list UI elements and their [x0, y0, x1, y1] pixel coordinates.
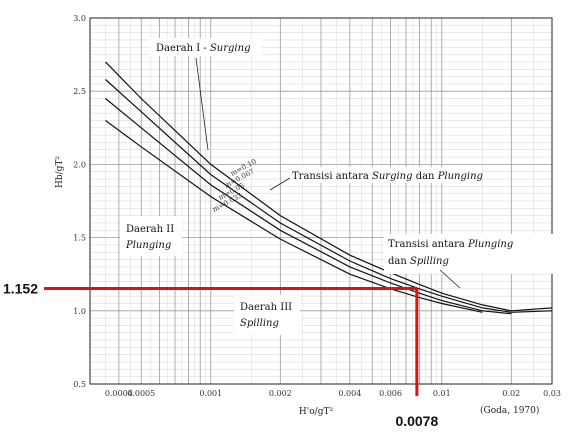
y-tick-label: 1.5	[73, 234, 86, 243]
region-1-label: Daerah I - Surging	[150, 38, 262, 56]
leader-line-region-1	[195, 57, 209, 151]
y-tick-label: 2.5	[73, 87, 86, 96]
x-tick-label: 0.03	[543, 389, 561, 398]
series-line-4	[105, 120, 483, 313]
x-axis-label: H'o/gT²	[299, 407, 334, 417]
x-tick-label: 0.0004	[105, 389, 133, 398]
y-tick-label: 0.5	[73, 380, 86, 389]
grid	[89, 17, 553, 385]
x-tick-label: 0.002	[269, 389, 292, 398]
transition-1-mid: dan	[413, 171, 438, 182]
series-line-2	[105, 79, 553, 313]
leader-line-transition-2	[439, 269, 461, 289]
y-tick-label: 2.0	[73, 160, 86, 169]
plot-frame	[89, 17, 553, 385]
y-tick-label: 1.0	[73, 307, 86, 316]
svg-text:Transisi antara Plunging: Transisi antara Plunging	[388, 239, 513, 250]
x-tick-label: 0.01	[433, 389, 451, 398]
reading-y-value: 1.152	[3, 281, 38, 297]
region-2-name-italic: Plunging	[125, 240, 171, 251]
x-tick-label: 0.02	[502, 389, 520, 398]
transition-2-line2: dan	[388, 256, 410, 267]
x-tick-label: 0.0005	[127, 389, 155, 398]
x-tick-label: 0.001	[199, 389, 222, 398]
region-3-label: Daerah III Spilling	[234, 295, 300, 335]
y-tick-label: 3.0	[73, 14, 86, 23]
svg-text:dan Spilling: dan Spilling	[388, 256, 449, 267]
region-3-name-italic: Spilling	[240, 318, 279, 329]
transition-2-label: Transisi antara Plunging dan Spilling	[384, 234, 554, 274]
reading-marker: 1.152 0.0078	[3, 281, 439, 429]
region-1-name-italic: Surging	[210, 43, 251, 54]
region-1-name: Daerah I -	[156, 43, 210, 54]
reading-x-value: 0.0078	[395, 413, 438, 429]
region-2-label: Daerah II Plunging	[120, 216, 182, 256]
x-tick-label: 0.004	[338, 389, 361, 398]
y-axis-label: Hb/gT²	[55, 156, 65, 188]
transition-2-italic2: Spilling	[410, 256, 449, 267]
svg-text:Transisi antara Surging dan Pl: Transisi antara Surging dan Plunging	[292, 171, 483, 182]
transition-1-italic2: Plunging	[437, 171, 483, 182]
transition-2-text: Transisi antara	[388, 239, 468, 250]
series-line-3	[105, 98, 512, 315]
region-2-name: Daerah II	[126, 224, 174, 235]
transition-1-text: Transisi antara	[292, 171, 372, 182]
source-credit: (Goda, 1970)	[480, 405, 539, 416]
transition-1-label: Transisi antara Surging dan Plunging	[288, 167, 483, 183]
region-3-name: Daerah III	[240, 302, 292, 313]
svg-text:Daerah I - Surging: Daerah I - Surging	[156, 43, 250, 54]
transition-2-italic1: Plunging	[467, 239, 513, 250]
x-tick-label: 0.006	[379, 389, 402, 398]
transition-1-italic1: Surging	[372, 171, 413, 182]
leader-line-transition-1	[269, 177, 291, 191]
